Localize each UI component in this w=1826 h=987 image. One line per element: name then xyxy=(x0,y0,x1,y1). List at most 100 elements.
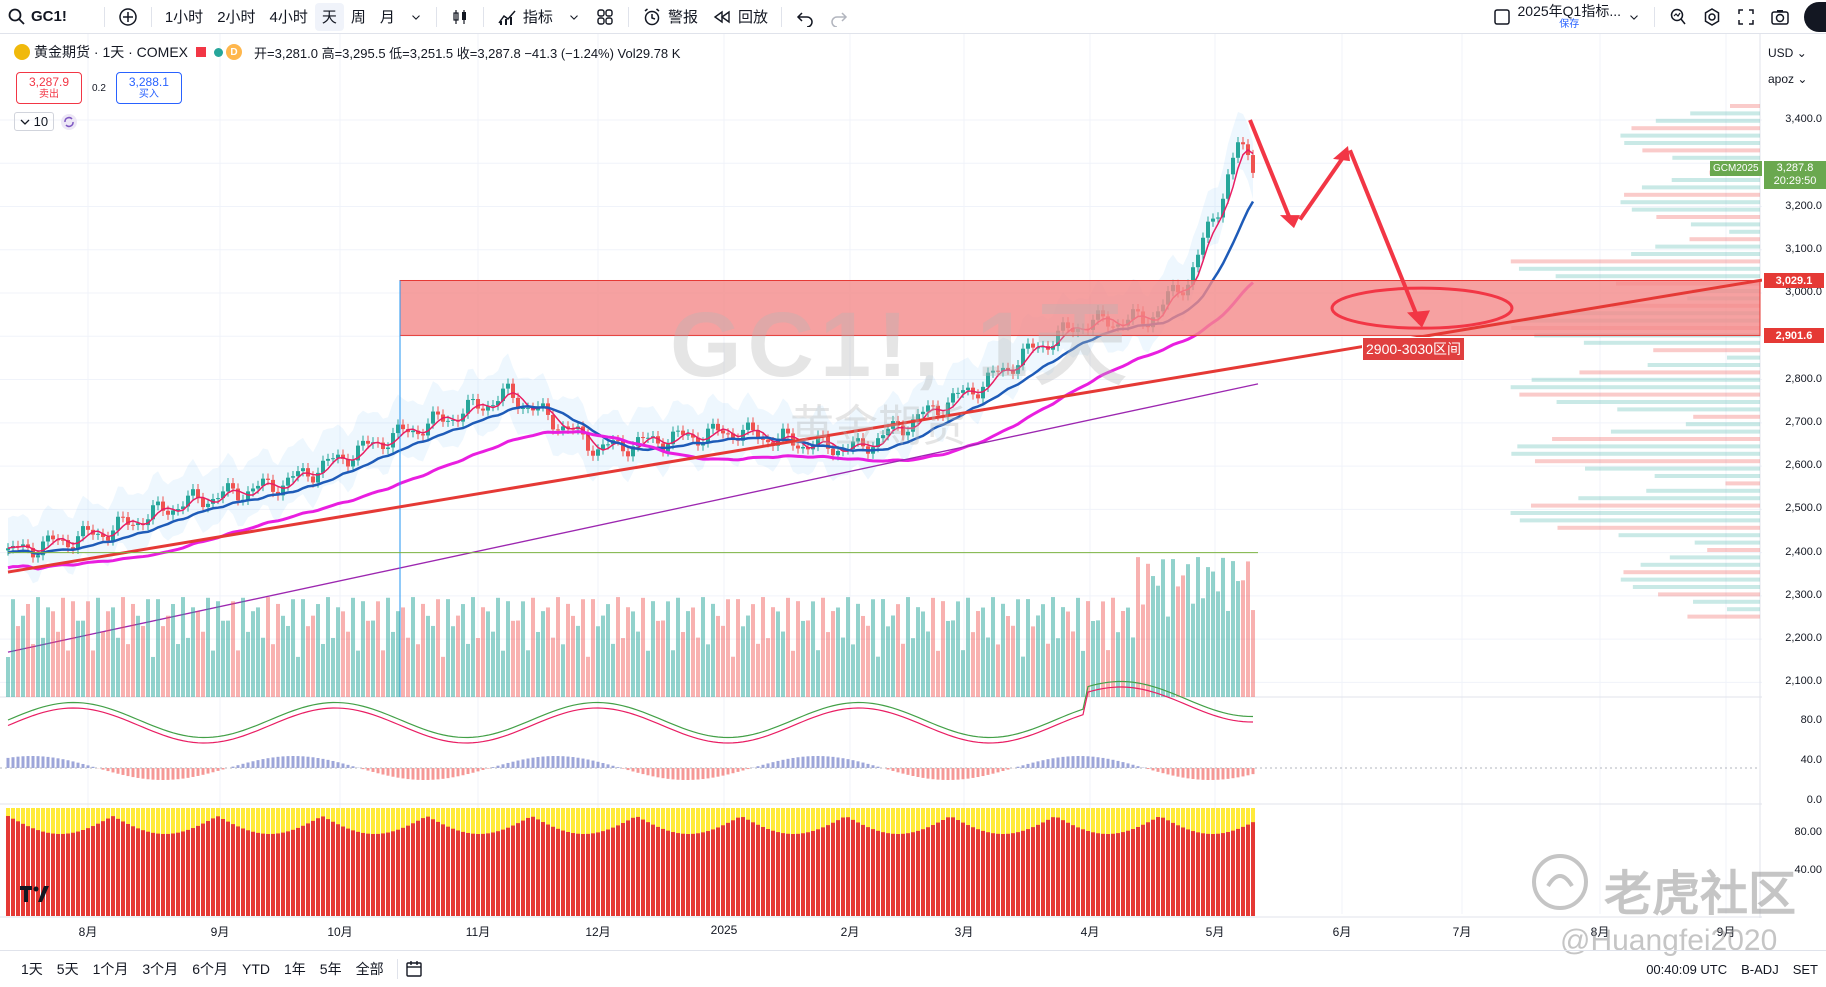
volume-profile-bar xyxy=(1518,266,1760,271)
volume-profile-bar xyxy=(1672,155,1760,160)
heat-bar xyxy=(101,808,105,916)
heat-bar-top xyxy=(641,808,645,820)
volume-profile-bar xyxy=(1618,533,1760,538)
volume-bar xyxy=(61,597,65,697)
tradingview-logo-icon[interactable] xyxy=(20,884,50,904)
range-6m[interactable]: 6个月 xyxy=(192,961,228,977)
heat-bar xyxy=(976,808,980,916)
snapshot-button[interactable] xyxy=(1763,3,1797,31)
interval-1h[interactable]: 1小时 xyxy=(158,3,210,31)
buy-button[interactable]: 3,288.1 买入 xyxy=(115,72,182,104)
price-chart[interactable] xyxy=(0,34,1762,918)
volume-bar xyxy=(206,597,210,697)
heat-bar xyxy=(1031,808,1035,916)
interval-1m[interactable]: 月 xyxy=(373,3,402,31)
range-5d[interactable]: 5天 xyxy=(56,961,79,977)
heat-bar xyxy=(1056,808,1060,916)
publish-button[interactable] xyxy=(1797,2,1826,32)
layout-select[interactable]: 2025年Q1指标... 保存 xyxy=(1485,3,1649,31)
range-3m[interactable]: 3个月 xyxy=(142,961,179,977)
heat-bar-top xyxy=(146,808,150,832)
heat-bar-top xyxy=(41,808,45,832)
macd-histogram-bar xyxy=(836,757,840,768)
interval-1d[interactable]: 天 xyxy=(314,2,344,31)
plus-circle-icon xyxy=(119,7,137,26)
replay-button[interactable]: 回放 xyxy=(705,3,775,31)
heat-bar xyxy=(796,808,800,916)
heat-bar xyxy=(211,808,215,916)
session-toggle[interactable]: SET xyxy=(1792,962,1818,977)
macd-histogram-bar xyxy=(426,768,430,780)
interval-dropdown[interactable] xyxy=(402,3,430,31)
heat-bar xyxy=(851,808,855,916)
macd-histogram-bar xyxy=(606,764,610,768)
interval-2h[interactable]: 2小时 xyxy=(210,3,262,31)
heat-bar xyxy=(531,808,535,916)
currency-label[interactable]: USD ⌄ xyxy=(1768,46,1807,60)
heat-bar xyxy=(861,808,865,916)
settings-button[interactable] xyxy=(1695,3,1729,31)
indicators-button[interactable]: 指标 xyxy=(490,3,588,31)
alert-button[interactable]: 警报 xyxy=(635,3,705,31)
unit-label[interactable]: apoz ⌄ xyxy=(1768,72,1807,86)
candle-body xyxy=(926,405,930,412)
price-tick-label: 2,400.0 xyxy=(1785,545,1822,558)
range-1d[interactable]: 1天 xyxy=(21,961,43,977)
heat-bar-top xyxy=(1016,808,1020,833)
sell-button[interactable]: 3,287.9 卖出 xyxy=(16,72,82,104)
undo-button[interactable] xyxy=(788,3,822,31)
interval-4h[interactable]: 4小时 xyxy=(263,3,315,31)
templates-button[interactable] xyxy=(588,3,622,31)
heat-bar-top xyxy=(1211,808,1215,834)
volume-bar xyxy=(226,620,230,697)
range-5y[interactable]: 5年 xyxy=(319,961,342,977)
range-ytd[interactable]: YTD xyxy=(241,961,270,977)
symbol-price-tag: GCM2025 xyxy=(1710,161,1762,176)
heat-bar xyxy=(616,808,620,916)
volume-bar xyxy=(151,656,155,697)
heat-bar-top xyxy=(11,808,15,819)
heat-bar-top xyxy=(261,808,265,834)
calendar-range-icon[interactable] xyxy=(404,959,424,979)
volume-bar xyxy=(1026,599,1030,697)
range-1m[interactable]: 1个月 xyxy=(92,961,129,977)
macd-histogram-bar xyxy=(1171,768,1175,776)
heat-bar xyxy=(466,808,470,916)
time-axis[interactable]: 8月 9月 10月 11月 12月 2025 2月 3月 4月 5月 6月 7月 8月 9月 xyxy=(0,918,1762,942)
interval-1w[interactable]: 周 xyxy=(344,3,373,31)
heat-bar xyxy=(931,808,935,916)
macd-histogram-bar xyxy=(476,768,480,772)
volume-bar xyxy=(1121,611,1125,697)
arrow-head xyxy=(1333,145,1350,162)
macd-histogram-bar xyxy=(1166,768,1170,775)
candle-body xyxy=(711,423,715,429)
flag-icon[interactable] xyxy=(196,47,207,57)
time-tick-label: 4月 xyxy=(1080,925,1100,939)
indicator-collapse-button[interactable]: 10 xyxy=(14,112,55,131)
volume-bar xyxy=(1226,610,1230,697)
range-1y[interactable]: 1年 xyxy=(283,961,306,977)
macd-histogram-bar xyxy=(991,768,995,774)
volume-bar xyxy=(1211,571,1215,697)
macd-histogram-bar xyxy=(321,758,325,768)
heat-bar xyxy=(1011,808,1015,916)
compare-button[interactable] xyxy=(111,3,145,31)
fullscreen-button[interactable] xyxy=(1729,3,1763,31)
adjustment-toggle[interactable]: B-ADJ xyxy=(1741,962,1779,977)
zone-label[interactable]: 2900-3030区间 xyxy=(1362,337,1465,362)
heat-bar-top xyxy=(611,808,615,828)
symbol-search[interactable]: GC1! xyxy=(0,3,74,31)
utc-clock[interactable]: 00:40:09 UTC xyxy=(1646,962,1728,977)
price-axis[interactable]: 3,400.0 3,200.0 3,100.0 3,000.0 2,800.0 2,700… xyxy=(1762,34,1826,914)
range-all[interactable]: 全部 xyxy=(355,961,384,977)
chart-type-button[interactable] xyxy=(443,3,477,31)
candle-body xyxy=(341,454,345,459)
heat-bar xyxy=(901,808,905,916)
quick-search-button[interactable] xyxy=(1661,3,1695,31)
legend-title[interactable]: 黄金期货 · 1天 · COMEX xyxy=(34,44,189,60)
heat-bar xyxy=(106,808,110,916)
heat-bar xyxy=(376,808,380,916)
sync-icon[interactable] xyxy=(60,113,78,131)
redo-button[interactable] xyxy=(822,3,856,31)
heat-bar-top xyxy=(61,808,65,834)
